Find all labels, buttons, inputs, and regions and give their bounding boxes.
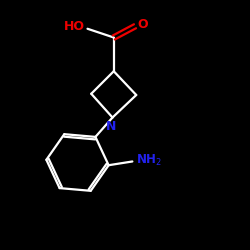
Text: N: N [106, 120, 117, 133]
Text: HO: HO [64, 20, 85, 33]
Text: NH$_2$: NH$_2$ [136, 153, 162, 168]
Text: O: O [138, 18, 148, 32]
